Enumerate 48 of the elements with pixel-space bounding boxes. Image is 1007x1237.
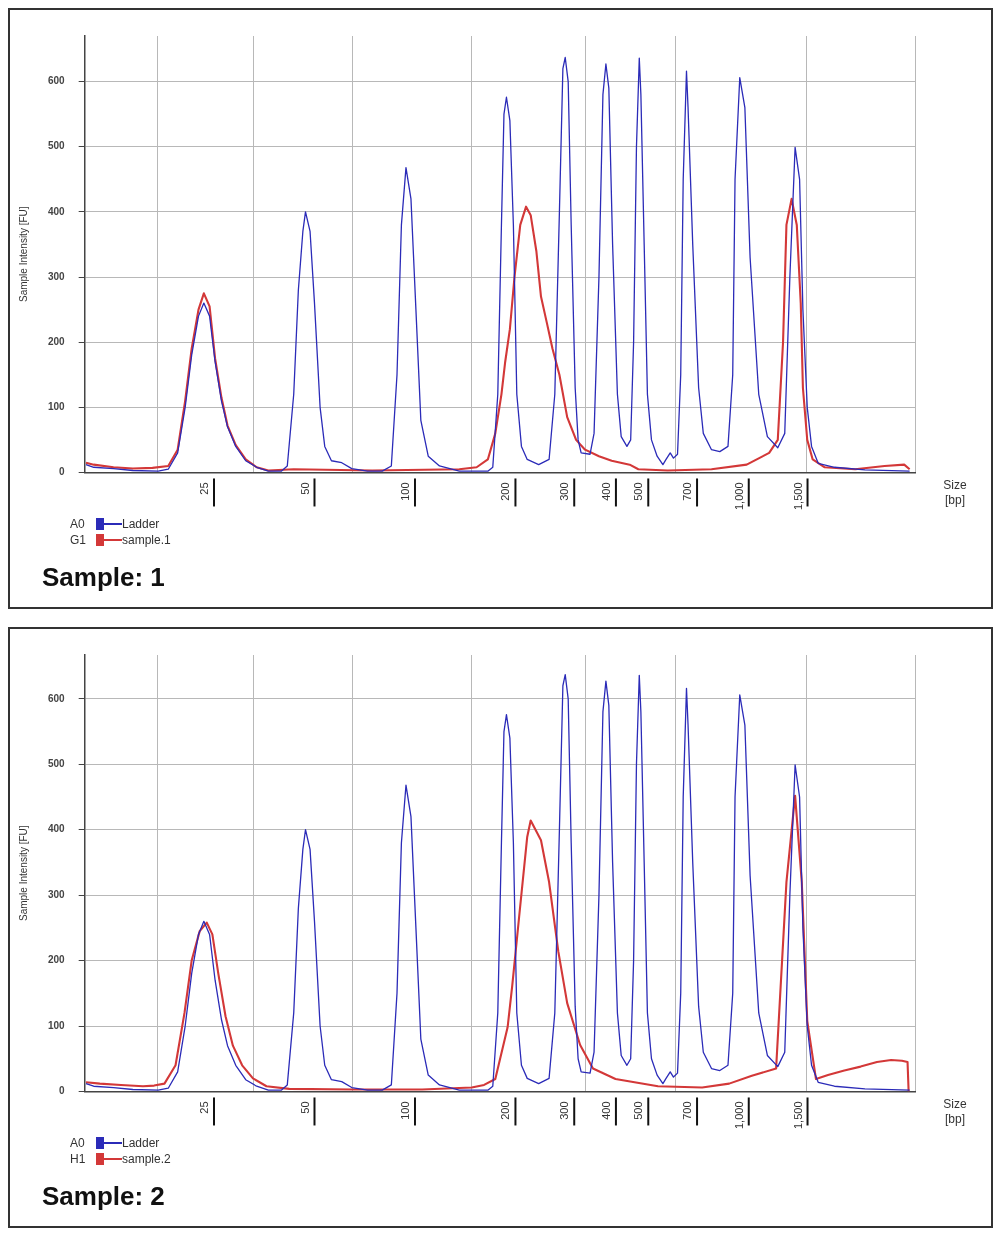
- x-tick-label: 100: [399, 1101, 411, 1120]
- x-tick-label: 200: [499, 1101, 512, 1120]
- x-tick-label: 50: [298, 1101, 311, 1114]
- y-axis-title: Sample Intensity [FU]: [17, 825, 29, 922]
- text: A0: [70, 1136, 86, 1150]
- y-axis-title: Sample Intensity [FU]: [17, 206, 29, 303]
- legend-label: sample.1: [122, 533, 171, 547]
- x-tick-label: 25: [198, 1101, 211, 1114]
- x-tick-label: 500: [632, 482, 645, 501]
- y-tick-label: 400: [48, 205, 66, 217]
- x-tick-label: 1,000: [732, 1101, 745, 1129]
- y-tick-label: 600: [48, 692, 66, 704]
- x-tick-label: 25: [198, 482, 211, 495]
- x-tick-label: 300: [558, 482, 571, 501]
- y-tick-label: 100: [48, 401, 66, 413]
- y-tick-label: 300: [48, 270, 66, 282]
- text: G1: [70, 533, 87, 547]
- y-tick-label: 500: [48, 758, 66, 770]
- x-tick-label: 400: [599, 482, 612, 501]
- y-tick-label: 200: [48, 335, 66, 347]
- legend-label: Ladder: [122, 517, 160, 531]
- x-tick-label: 1,500: [791, 1101, 804, 1129]
- x-axis-title: Size [bp]: [942, 478, 968, 509]
- y-tick-label: 300: [48, 888, 66, 900]
- y-tick-label: 0: [59, 1085, 66, 1097]
- x-tick-label: 1,500: [791, 482, 804, 510]
- text: H1: [70, 1152, 87, 1166]
- text: Sample: 1: [41, 562, 166, 593]
- text: A0: [70, 517, 86, 531]
- x-tick-label: 400: [599, 1101, 612, 1120]
- x-tick-label: 700: [681, 1101, 694, 1120]
- legend-label: Ladder: [122, 1136, 160, 1150]
- y-tick-label: 0: [59, 466, 66, 478]
- y-tick-label: 600: [48, 75, 66, 87]
- text: Sample: 2: [41, 1181, 166, 1212]
- y-tick-label: 200: [48, 954, 66, 966]
- x-tick-label: 300: [558, 1101, 571, 1120]
- x-tick-label: 700: [681, 482, 694, 501]
- x-tick-label: 1,000: [732, 482, 745, 510]
- x-tick-label: 500: [632, 1101, 645, 1120]
- x-tick-label: 50: [298, 482, 311, 495]
- y-tick-label: 500: [48, 140, 66, 152]
- x-tick-label: 200: [499, 482, 512, 501]
- y-tick-label: 100: [48, 1019, 66, 1031]
- x-tick-label: 100: [399, 482, 411, 501]
- legend-label: sample.2: [122, 1152, 171, 1166]
- x-axis-title: Size [bp]: [942, 1097, 968, 1128]
- y-tick-label: 400: [48, 823, 66, 835]
